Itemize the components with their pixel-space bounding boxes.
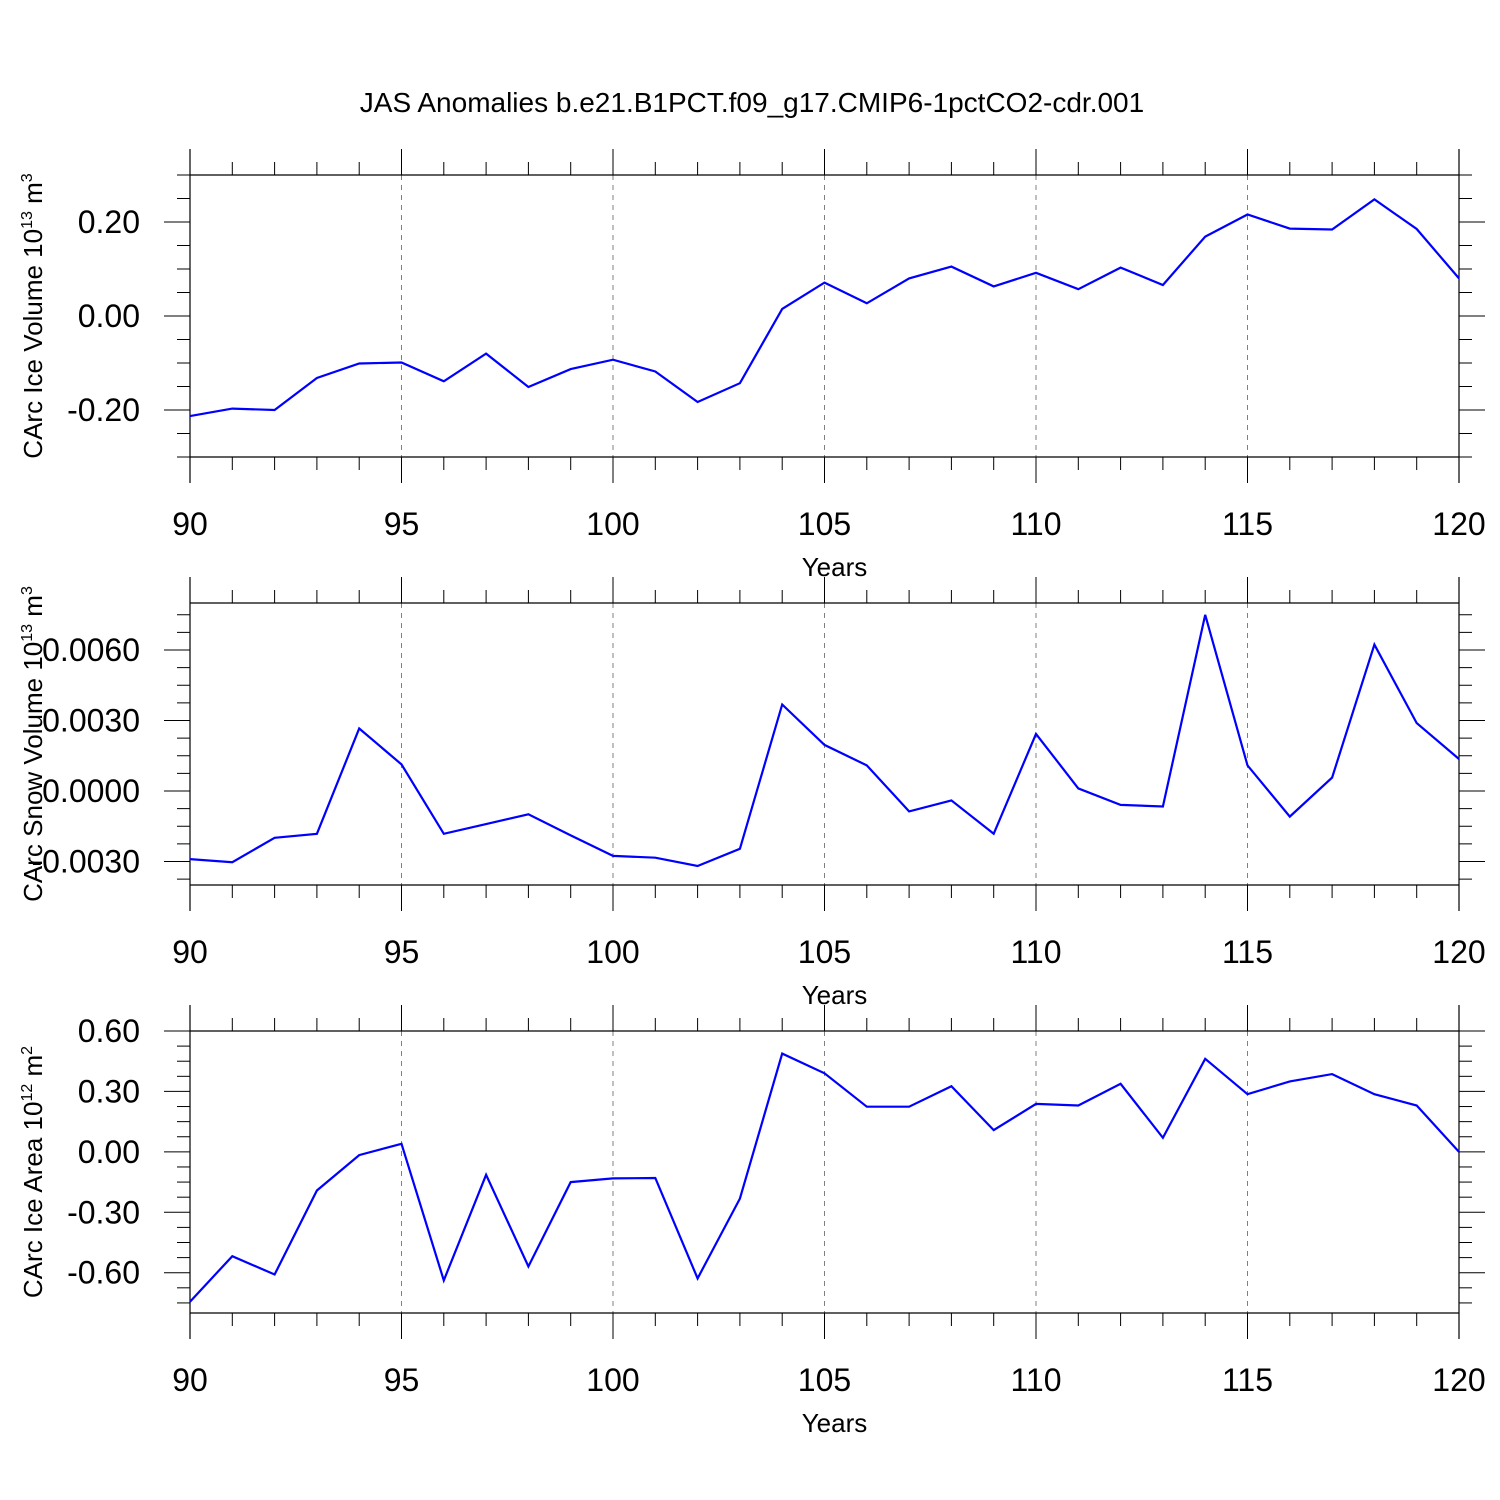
- y-tick-label: 0.0000: [42, 773, 140, 809]
- x-tick-label: 120: [1432, 506, 1485, 542]
- x-tick-label: 115: [1222, 1362, 1273, 1398]
- panels: 90 95 100 105 110 115 120 -0.20 0.00 0.20 Years CAr…: [18, 149, 1486, 1438]
- y-axis-label: CArc Ice Volume 1013 m3: [18, 173, 48, 458]
- x-tick-label: 100: [586, 934, 639, 970]
- y-tick-label: -0.0030: [31, 844, 140, 880]
- x-tick-label: 105: [798, 506, 851, 542]
- y-tick-label: 0.0060: [42, 632, 140, 668]
- y-tick-label: -0.20: [67, 392, 140, 428]
- x-tick-label: 110: [1010, 934, 1061, 970]
- series-line: [189, 198, 1460, 418]
- x-tick-label: 100: [586, 1362, 639, 1398]
- x-tick-label: 110: [1010, 506, 1061, 542]
- x-tick-label: 95: [384, 506, 420, 542]
- x-tick-label: 110: [1010, 1362, 1061, 1398]
- chart-panel-1: 90 95 100 105 110 115 120 -0.20 0.00 0.20 Years CAr…: [18, 149, 1486, 582]
- x-axis-label: Years: [802, 1408, 868, 1438]
- x-tick-label: 115: [1222, 506, 1273, 542]
- y-tick-label: 0.0030: [42, 703, 140, 739]
- x-tick-label: 105: [798, 1362, 851, 1398]
- x-tick-label: 95: [384, 934, 420, 970]
- x-tick-label: 100: [586, 506, 639, 542]
- series-line: [189, 1052, 1460, 1303]
- x-tick-label: 120: [1432, 934, 1485, 970]
- x-tick-label: 90: [172, 1362, 208, 1398]
- y-tick-label: 0.00: [78, 1134, 140, 1170]
- chart-panel-2: 90 95 100 105 110 115 120 -0.0030 0.0000 0.0030 0.…: [18, 577, 1486, 1010]
- y-tick-label: -0.60: [67, 1255, 140, 1291]
- y-axis-label: CArc Snow Volume 1013 m3: [18, 586, 48, 902]
- series-line: [189, 614, 1460, 868]
- chart-panel-3: 90 95 100 105 110 115 120 -0.60 -0.30 0.00 0.30 0.6…: [18, 1005, 1486, 1438]
- y-axis-label: CArc Ice Area 1012 m2: [18, 1046, 48, 1298]
- x-tick-label: 95: [384, 1362, 420, 1398]
- chart-title: JAS Anomalies b.e21.B1PCT.f09_g17.CMIP6-…: [360, 87, 1144, 118]
- x-axis-label: Years: [802, 980, 868, 1010]
- x-tick-label: 120: [1432, 1362, 1485, 1398]
- y-tick-label: -0.30: [67, 1194, 140, 1230]
- y-tick-label: 0.30: [78, 1073, 140, 1109]
- y-tick-label: 0.00: [78, 298, 140, 334]
- x-tick-label: 90: [172, 506, 208, 542]
- y-tick-label: 0.60: [78, 1013, 140, 1049]
- x-axis-label: Years: [802, 552, 868, 582]
- y-tick-label: 0.20: [78, 204, 140, 240]
- x-tick-label: 115: [1222, 934, 1273, 970]
- x-tick-label: 90: [172, 934, 208, 970]
- x-tick-label: 105: [798, 934, 851, 970]
